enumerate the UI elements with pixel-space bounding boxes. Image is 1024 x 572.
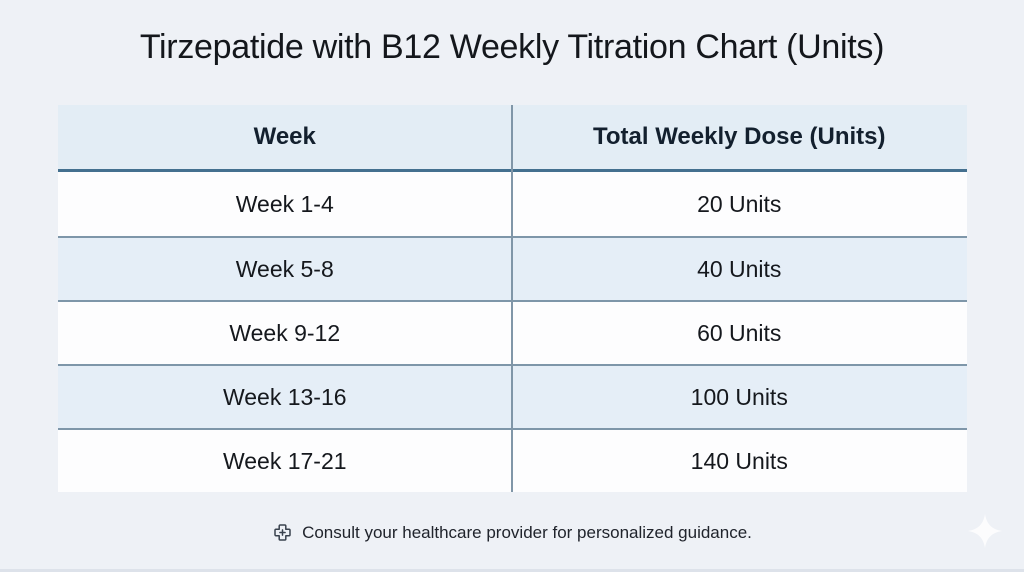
week-cell: Week 13-16 [222,383,347,410]
week-cell: Week 17-21 [222,447,347,474]
page-title: Tirzepatide with B12 Weekly Titration Ch… [139,28,885,66]
bottom-edge-divider [0,569,1024,572]
dose-cell: 140 Units [690,447,788,474]
week-cell: Week 1-4 [235,190,334,217]
medical-cross-icon [272,522,293,543]
week-cell: Week 9-12 [229,319,341,346]
dose-cell: 100 Units [690,383,788,410]
footer-note: Consult your healthcare provider for per… [0,522,1024,543]
column-header-week: Week [253,123,316,150]
column-divider [511,105,513,492]
dose-cell: 60 Units [697,319,782,346]
dose-cell: 20 Units [697,190,782,217]
sparkle-icon [968,514,1002,548]
footer-text: Consult your healthcare provider for per… [302,522,752,542]
dose-cell: 40 Units [697,255,782,282]
column-header-dose: Total Weekly Dose (Units) [593,123,886,150]
titration-table: Week Total Weekly Dose (Units) Week 1-4 … [57,105,967,492]
week-cell: Week 5-8 [235,255,334,282]
